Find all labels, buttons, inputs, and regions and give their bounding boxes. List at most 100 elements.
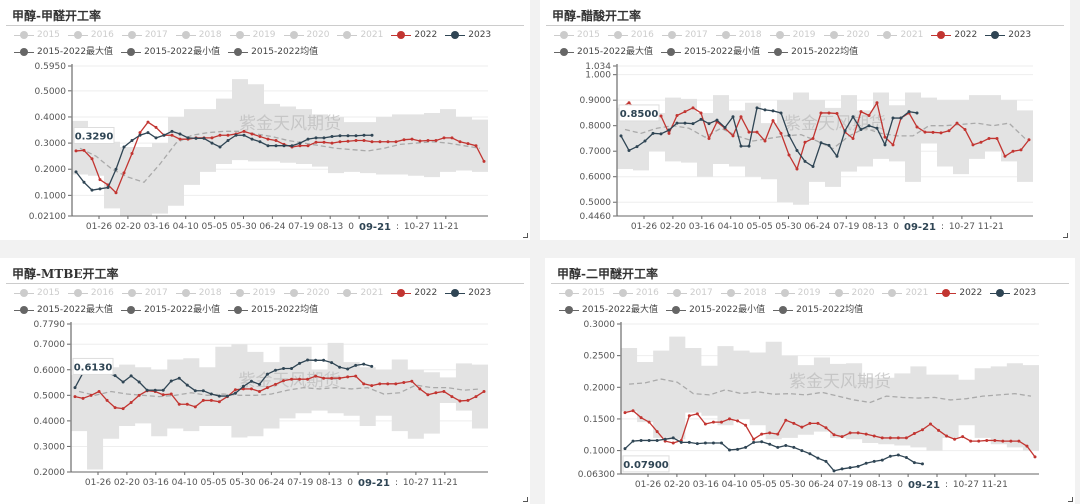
- data-point-2023[interactable]: [82, 180, 86, 184]
- data-point-2023[interactable]: [768, 442, 772, 446]
- data-point-2022[interactable]: [848, 431, 852, 435]
- data-point-2022[interactable]: [971, 143, 975, 147]
- data-point-2022[interactable]: [771, 119, 775, 123]
- data-point-2022[interactable]: [937, 428, 941, 432]
- data-point-2022[interactable]: [995, 136, 999, 140]
- data-point-2022[interactable]: [434, 391, 438, 395]
- data-point-2022[interactable]: [338, 140, 342, 144]
- data-point-2022[interactable]: [851, 136, 855, 140]
- legend-item-2015-2022最小值[interactable]: 2015-2022最小值: [121, 303, 220, 317]
- data-point-2023[interactable]: [687, 440, 691, 444]
- data-point-2023[interactable]: [154, 136, 158, 140]
- data-point-2023[interactable]: [699, 117, 703, 121]
- data-point-2022[interactable]: [655, 430, 659, 434]
- data-point-2022[interactable]: [808, 421, 812, 425]
- legend-item-2020[interactable]: 2020: [823, 28, 869, 42]
- data-point-2022[interactable]: [1017, 439, 1021, 443]
- data-point-2022[interactable]: [266, 137, 270, 141]
- data-point-2023[interactable]: [370, 364, 374, 368]
- data-point-2023[interactable]: [274, 144, 278, 148]
- data-point-2023[interactable]: [715, 118, 719, 122]
- data-point-2022[interactable]: [450, 136, 454, 140]
- data-point-2022[interactable]: [474, 144, 478, 148]
- data-point-2023[interactable]: [330, 135, 334, 139]
- data-point-2023[interactable]: [338, 134, 342, 138]
- data-point-2022[interactable]: [699, 111, 703, 115]
- data-point-2023[interactable]: [843, 129, 847, 133]
- data-point-2022[interactable]: [354, 374, 358, 378]
- data-point-2023[interactable]: [362, 362, 366, 366]
- legend-item-2015-2022最小值[interactable]: 2015-2022最小值: [661, 45, 760, 59]
- data-point-2022[interactable]: [322, 376, 326, 380]
- data-point-2023[interactable]: [354, 363, 358, 367]
- data-point-2022[interactable]: [752, 437, 756, 441]
- data-point-2023[interactable]: [679, 440, 683, 444]
- data-point-2022[interactable]: [675, 113, 679, 117]
- legend-item-2019[interactable]: 2019: [229, 28, 276, 42]
- data-point-2023[interactable]: [249, 379, 253, 383]
- data-point-2023[interactable]: [872, 459, 876, 463]
- data-point-2022[interactable]: [233, 388, 237, 392]
- data-point-2023[interactable]: [736, 447, 740, 451]
- legend-item-2016[interactable]: 2016: [67, 286, 114, 300]
- data-point-2023[interactable]: [795, 148, 799, 152]
- data-point-2023[interactable]: [202, 136, 206, 140]
- data-point-2023[interactable]: [234, 133, 238, 137]
- data-point-2022[interactable]: [993, 438, 997, 442]
- data-point-2022[interactable]: [920, 428, 924, 432]
- data-point-2023[interactable]: [346, 367, 350, 371]
- data-point-2023[interactable]: [635, 145, 639, 149]
- data-point-2023[interactable]: [763, 108, 767, 112]
- data-point-2022[interactable]: [915, 125, 919, 129]
- data-point-2022[interactable]: [74, 149, 78, 153]
- data-point-2022[interactable]: [827, 111, 831, 115]
- data-point-2023[interactable]: [90, 188, 94, 192]
- data-point-2022[interactable]: [623, 411, 627, 415]
- data-point-2022[interactable]: [931, 130, 935, 134]
- data-point-2022[interactable]: [969, 439, 973, 443]
- data-point-2022[interactable]: [840, 435, 844, 439]
- data-point-2023[interactable]: [98, 187, 102, 191]
- data-point-2022[interactable]: [953, 437, 957, 441]
- data-point-2022[interactable]: [113, 406, 117, 410]
- data-point-2023[interactable]: [314, 358, 318, 362]
- data-point-2022[interactable]: [888, 436, 892, 440]
- data-point-2022[interactable]: [835, 111, 839, 115]
- data-point-2022[interactable]: [242, 129, 246, 133]
- data-point-2023[interactable]: [655, 438, 659, 442]
- legend-item-2022[interactable]: 2022: [936, 286, 982, 300]
- data-point-2023[interactable]: [138, 133, 142, 137]
- data-point-2022[interactable]: [338, 376, 342, 380]
- legend-item-2017[interactable]: 2017: [121, 28, 168, 42]
- legend-item-2019[interactable]: 2019: [769, 28, 816, 42]
- data-point-2022[interactable]: [1027, 138, 1031, 142]
- data-point-2023[interactable]: [848, 466, 852, 470]
- legend-item-2016[interactable]: 2016: [607, 28, 654, 42]
- data-point-2022[interactable]: [73, 395, 77, 399]
- legend-item-2015[interactable]: 2015: [559, 286, 605, 300]
- legend-item-2020[interactable]: 2020: [283, 28, 329, 42]
- data-point-2023[interactable]: [226, 138, 230, 142]
- data-point-2022[interactable]: [217, 400, 221, 404]
- legend-item-2022[interactable]: 2022: [391, 28, 437, 42]
- data-point-2023[interactable]: [888, 454, 892, 458]
- data-point-2022[interactable]: [1001, 439, 1005, 443]
- data-point-2023[interactable]: [907, 110, 911, 114]
- data-point-2023[interactable]: [170, 129, 174, 133]
- data-point-2022[interactable]: [695, 412, 699, 416]
- data-point-2023[interactable]: [627, 148, 631, 152]
- data-point-2023[interactable]: [266, 144, 270, 148]
- data-point-2023[interactable]: [771, 109, 775, 113]
- data-point-2023[interactable]: [162, 133, 166, 137]
- data-point-2022[interactable]: [249, 387, 253, 391]
- data-point-2022[interactable]: [1025, 444, 1029, 448]
- data-point-2023[interactable]: [122, 145, 126, 149]
- data-point-2022[interactable]: [330, 141, 334, 145]
- legend-item-2017[interactable]: 2017: [661, 28, 708, 42]
- data-point-2022[interactable]: [627, 101, 631, 105]
- data-point-2023[interactable]: [819, 141, 823, 145]
- data-point-2022[interactable]: [137, 393, 141, 397]
- data-point-2023[interactable]: [273, 368, 277, 372]
- legend-item-2023[interactable]: 2023: [990, 286, 1036, 300]
- data-point-2023[interactable]: [707, 122, 711, 126]
